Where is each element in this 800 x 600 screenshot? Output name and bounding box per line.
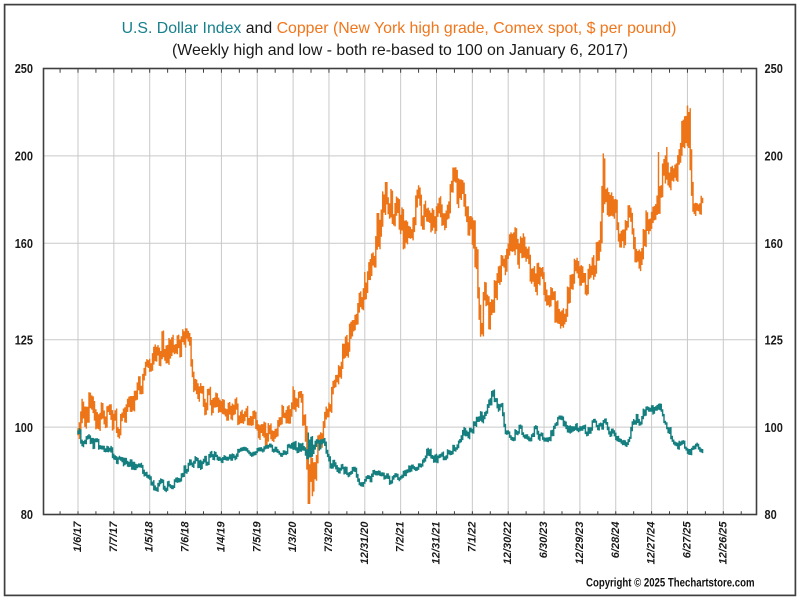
svg-text:100: 100	[765, 420, 783, 435]
svg-text:160: 160	[765, 236, 783, 251]
svg-text:1/5/18: 1/5/18	[144, 521, 156, 552]
svg-text:200: 200	[765, 148, 783, 163]
svg-text:12/26/25: 12/26/25	[717, 521, 729, 565]
svg-text:7/7/17: 7/7/17	[108, 521, 120, 552]
svg-text:1/3/20: 1/3/20	[287, 521, 299, 552]
svg-text:12/30/22: 12/30/22	[502, 522, 514, 565]
svg-text:7/5/19: 7/5/19	[251, 521, 263, 552]
svg-text:(Weekly high and low - both re: (Weekly high and low - both re-based to …	[172, 42, 628, 59]
svg-text:125: 125	[765, 332, 783, 347]
svg-text:12/31/21: 12/31/21	[431, 522, 443, 565]
svg-text:U.S. Dollar Index and Copper (: U.S. Dollar Index and Copper (New York h…	[122, 20, 677, 37]
svg-text:125: 125	[15, 332, 33, 347]
svg-text:12/31/20: 12/31/20	[359, 521, 371, 565]
svg-text:1/6/17: 1/6/17	[72, 521, 84, 552]
svg-text:250: 250	[15, 61, 33, 76]
svg-text:80: 80	[21, 507, 33, 522]
svg-text:Copyright © 2025 Thechartstore: Copyright © 2025 Thechartstore.com	[586, 576, 755, 590]
svg-text:200: 200	[15, 148, 33, 163]
svg-text:6/30/23: 6/30/23	[538, 522, 550, 559]
svg-text:1/4/19: 1/4/19	[215, 521, 227, 552]
svg-text:6/27/25: 6/27/25	[681, 521, 693, 559]
svg-text:100: 100	[15, 420, 33, 435]
svg-text:80: 80	[765, 507, 777, 522]
svg-text:12/29/23: 12/29/23	[574, 522, 586, 565]
svg-text:6/28/24: 6/28/24	[610, 522, 622, 559]
svg-text:7/3/20: 7/3/20	[323, 521, 335, 552]
svg-text:160: 160	[15, 236, 33, 251]
svg-text:7/6/18: 7/6/18	[180, 521, 192, 552]
svg-text:250: 250	[765, 61, 783, 76]
svg-text:12/27/24: 12/27/24	[646, 522, 658, 565]
svg-text:7/1/22: 7/1/22	[466, 522, 478, 553]
svg-text:7/2/21: 7/2/21	[395, 522, 407, 553]
